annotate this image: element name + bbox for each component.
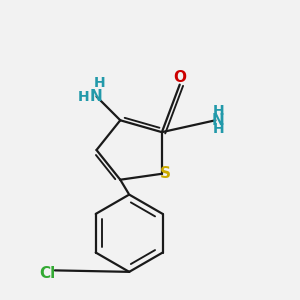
Text: H: H — [77, 89, 89, 103]
Text: N: N — [90, 89, 103, 104]
Text: H: H — [212, 122, 224, 136]
Text: H: H — [212, 104, 224, 118]
Text: Cl: Cl — [39, 266, 56, 281]
Text: N: N — [212, 113, 225, 128]
Text: H: H — [94, 76, 105, 90]
Text: S: S — [160, 166, 171, 181]
Text: O: O — [173, 70, 186, 85]
